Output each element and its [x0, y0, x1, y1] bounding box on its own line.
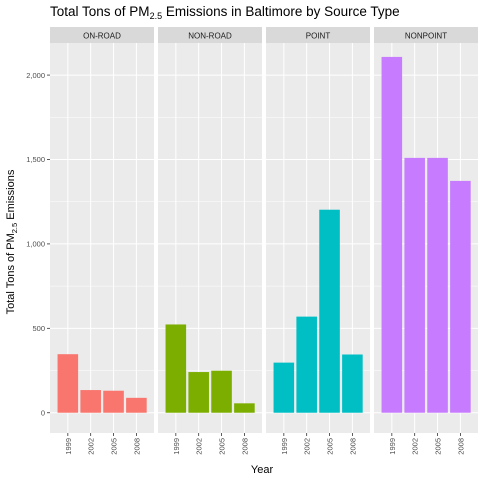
y-axis: 0 500 1,000 1,500 2,000: [26, 71, 50, 417]
x-tick-label: 1999: [280, 438, 289, 455]
facet-strip-label: POINT: [306, 31, 331, 40]
facet-strip: [50, 27, 154, 43]
bar-non-road-2005: [211, 370, 232, 413]
y-tick-label: 1,500: [26, 155, 45, 164]
x-tick-label: 2008: [132, 438, 141, 455]
bar-on-road-1999: [57, 354, 79, 413]
y-tick-label: 500: [32, 324, 45, 333]
chart-title: Total Tons of PM2.5 Emissions in Baltimo…: [50, 4, 400, 21]
bar-point-2005: [319, 209, 340, 413]
facets-layer: ON-ROAD 1999 2002 2005 2008 NON-ROAD 1999 2002 2…: [50, 27, 478, 455]
facet-strip-label: ON-ROAD: [83, 31, 121, 40]
bar-point-2008: [342, 354, 363, 413]
bar-non-road-2008: [234, 403, 255, 413]
x-tick-label: 2005: [110, 438, 119, 455]
facet-point: POINT 1999 2002 2005 2008: [266, 27, 370, 455]
facet-strip-label: NONPOINT: [405, 31, 447, 40]
facet-on-road: ON-ROAD 1999 2002 2005 2008: [50, 27, 154, 455]
bar-point-1999: [273, 362, 295, 413]
x-tick-label: 2002: [195, 438, 204, 455]
bar-nonpoint-2008: [450, 180, 471, 413]
facet-strip-label: NON-ROAD: [188, 31, 232, 40]
facet-nonpoint: NONPOINT 1999 2002 2005 2008: [374, 27, 478, 455]
y-tick-label: 2,000: [26, 71, 45, 80]
x-tick-label: 2008: [240, 438, 249, 455]
y-axis-title: Total Tons of PM2.5 Emissions: [5, 169, 19, 314]
x-tick-label: 2002: [303, 438, 312, 455]
x-tick-label: 2008: [456, 438, 465, 455]
bar-point-2002: [296, 316, 317, 413]
x-tick-label: 2002: [87, 438, 96, 455]
x-tick-label: 2005: [326, 438, 335, 455]
x-tick-label: 2002: [411, 438, 420, 455]
x-tick-label: 2008: [348, 438, 357, 455]
facet-strip: [158, 27, 262, 43]
bar-non-road-1999: [165, 324, 187, 413]
x-tick-label: 2005: [434, 438, 443, 455]
y-tick-label: 1,000: [26, 240, 45, 249]
bar-on-road-2008: [126, 397, 147, 413]
facet-strip: [374, 27, 478, 43]
facet-non-road: NON-ROAD 1999 2002 2005 2008: [158, 27, 262, 455]
bar-nonpoint-2005: [427, 157, 448, 413]
bar-nonpoint-2002: [404, 157, 425, 413]
x-tick-label: 1999: [64, 438, 73, 455]
x-tick-label: 2005: [218, 438, 227, 455]
bar-non-road-2002: [188, 372, 209, 413]
bar-on-road-2002: [80, 390, 101, 413]
y-tick-label: 0: [41, 408, 45, 417]
x-tick-label: 1999: [388, 438, 397, 455]
bar-on-road-2005: [103, 390, 124, 413]
facet-strip: [266, 27, 370, 43]
bar-nonpoint-1999: [381, 56, 403, 413]
x-tick-label: 1999: [172, 438, 181, 455]
x-axis-title: Year: [251, 464, 274, 476]
